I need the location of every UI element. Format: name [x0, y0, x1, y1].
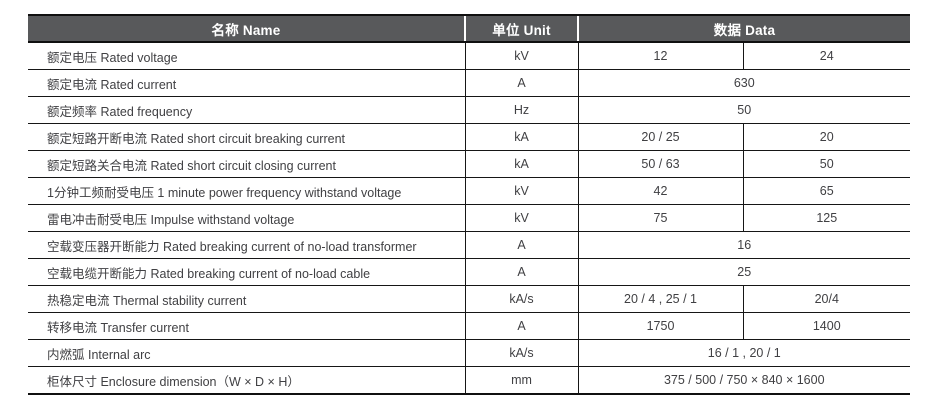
row-data-right: 65 [743, 177, 911, 205]
row-name: 空载变压器开断能力 Rated breaking current of no-l… [28, 231, 466, 259]
table-row: 柜体尺寸 Enclosure dimension（W × D × H） mm 375… [28, 366, 911, 395]
row-name: 额定电流 Rated current [28, 69, 466, 97]
row-data-right: 50 [743, 150, 911, 178]
table-row: 热稳定电流 Thermal stability current kA/s 20 / … [28, 285, 911, 313]
row-data-right: 1400 [743, 312, 911, 340]
row-unit: kA/s [465, 339, 579, 367]
table-row: 1分钟工频耐受电压 1 minute power frequency withs… [28, 177, 911, 205]
row-name: 空载电缆开断能力 Rated breaking current of no-lo… [28, 258, 466, 286]
row-name: 内燃弧 Internal arc [28, 339, 466, 367]
row-data-left: 75 [578, 204, 744, 232]
row-data-right: 20 [743, 123, 911, 151]
row-unit: kV [465, 204, 579, 232]
row-unit: Hz [465, 96, 579, 124]
table-row: 额定电流 Rated current A 630 [28, 69, 911, 97]
row-data-left: 1750 [578, 312, 744, 340]
table-row: 转移电流 Transfer current A 1750 1400 [28, 312, 911, 340]
row-name: 转移电流 Transfer current [28, 312, 466, 340]
table-row: 空载电缆开断能力 Rated breaking current of no-lo… [28, 258, 911, 286]
row-unit: kA [465, 123, 579, 151]
row-name: 柜体尺寸 Enclosure dimension（W × D × H） [28, 366, 466, 395]
row-unit: A [465, 258, 579, 286]
row-unit: A [465, 69, 579, 97]
row-data-right: 125 [743, 204, 911, 232]
table-row: 额定短路开断电流 Rated short circuit breaking cu… [28, 123, 911, 151]
table-header: 名称 Name 单位 Unit 数据 Data [28, 14, 911, 43]
row-data-merged: 50 [578, 96, 911, 124]
row-data-right: 20/4 [743, 285, 911, 313]
table-row: 额定电压 Rated voltage kV 12 24 [28, 42, 911, 70]
row-data-merged: 630 [578, 69, 911, 97]
row-name: 雷电冲击耐受电压 Impulse withstand voltage [28, 204, 466, 232]
table-body: 额定电压 Rated voltage kV 12 24 额定电流 Rated curre… [28, 42, 911, 395]
row-name: 额定电压 Rated voltage [28, 42, 466, 70]
row-data-left: 20 / 4 , 25 / 1 [578, 285, 744, 313]
row-unit: mm [465, 366, 579, 395]
header-unit: 单位 Unit [464, 14, 578, 43]
header-name: 名称 Name [28, 14, 465, 43]
row-unit: kV [465, 42, 579, 70]
row-data-merged: 375 / 500 / 750 × 840 × 1600 [578, 366, 911, 395]
row-data-left: 42 [578, 177, 744, 205]
row-name: 额定短路关合电流 Rated short circuit closing cur… [28, 150, 466, 178]
row-data-merged: 25 [578, 258, 911, 286]
row-data-left: 12 [578, 42, 744, 70]
row-name: 热稳定电流 Thermal stability current [28, 285, 466, 313]
table-row: 额定频率 Rated frequency Hz 50 [28, 96, 911, 124]
row-data-merged: 16 / 1 , 20 / 1 [578, 339, 911, 367]
row-name: 额定频率 Rated frequency [28, 96, 466, 124]
table-row: 雷电冲击耐受电压 Impulse withstand voltage kV 75 12… [28, 204, 911, 232]
row-name: 1分钟工频耐受电压 1 minute power frequency withs… [28, 177, 466, 205]
row-name: 额定短路开断电流 Rated short circuit breaking cu… [28, 123, 466, 151]
row-data-right: 24 [743, 42, 911, 70]
table-row: 空载变压器开断能力 Rated breaking current of no-l… [28, 231, 911, 259]
spec-table: 名称 Name 单位 Unit 数据 Data 额定电压 Rated volta… [28, 14, 911, 395]
row-data-merged: 16 [578, 231, 911, 259]
row-unit: A [465, 312, 579, 340]
row-unit: A [465, 231, 579, 259]
header-row: 名称 Name 单位 Unit 数据 Data [28, 14, 911, 43]
row-unit: kV [465, 177, 579, 205]
row-data-left: 50 / 63 [578, 150, 744, 178]
row-unit: kA [465, 150, 579, 178]
header-data: 数据 Data [576, 14, 911, 43]
row-unit: kA/s [465, 285, 579, 313]
row-data-left: 20 / 25 [578, 123, 744, 151]
table-row: 额定短路关合电流 Rated short circuit closing cur… [28, 150, 911, 178]
table-row: 内燃弧 Internal arc kA/s 16 / 1 , 20 / 1 [28, 339, 911, 367]
